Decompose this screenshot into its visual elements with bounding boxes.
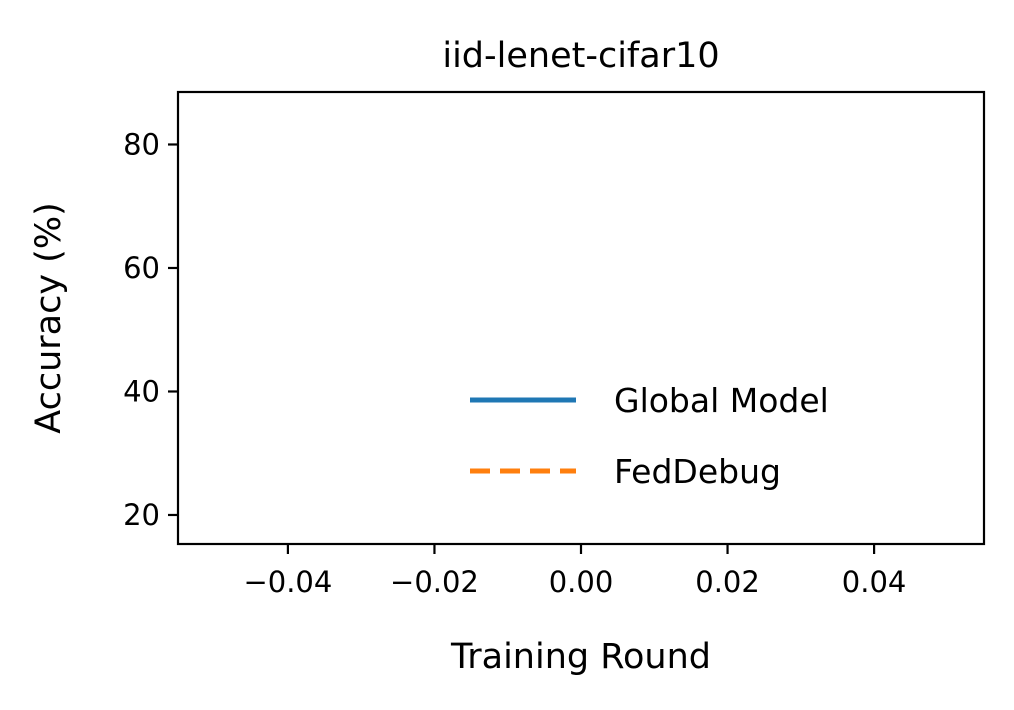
x-tick-label: 0.00 bbox=[549, 565, 614, 599]
y-tick-label: 40 bbox=[123, 374, 160, 408]
y-tick-label: 80 bbox=[123, 127, 160, 161]
y-tick-label: 20 bbox=[123, 498, 160, 532]
x-axis: −0.04 −0.02 0.00 0.02 0.04 bbox=[243, 544, 906, 599]
legend-label-0: Global Model bbox=[614, 381, 829, 420]
legend-label-1: FedDebug bbox=[614, 452, 781, 491]
y-axis: 20 40 60 80 bbox=[123, 127, 178, 532]
y-tick-label: 60 bbox=[123, 251, 160, 285]
chart-title: iid-lenet-cifar10 bbox=[442, 36, 719, 76]
x-tick-label: −0.04 bbox=[243, 565, 332, 599]
x-axis-label: Training Round bbox=[450, 637, 711, 677]
legend: Global Model FedDebug bbox=[470, 381, 829, 491]
y-axis-label: Accuracy (%) bbox=[29, 202, 69, 433]
x-tick-label: −0.02 bbox=[390, 565, 479, 599]
x-tick-label: 0.02 bbox=[695, 565, 760, 599]
plot-frame bbox=[176, 90, 986, 546]
x-tick-label: 0.04 bbox=[842, 565, 907, 599]
